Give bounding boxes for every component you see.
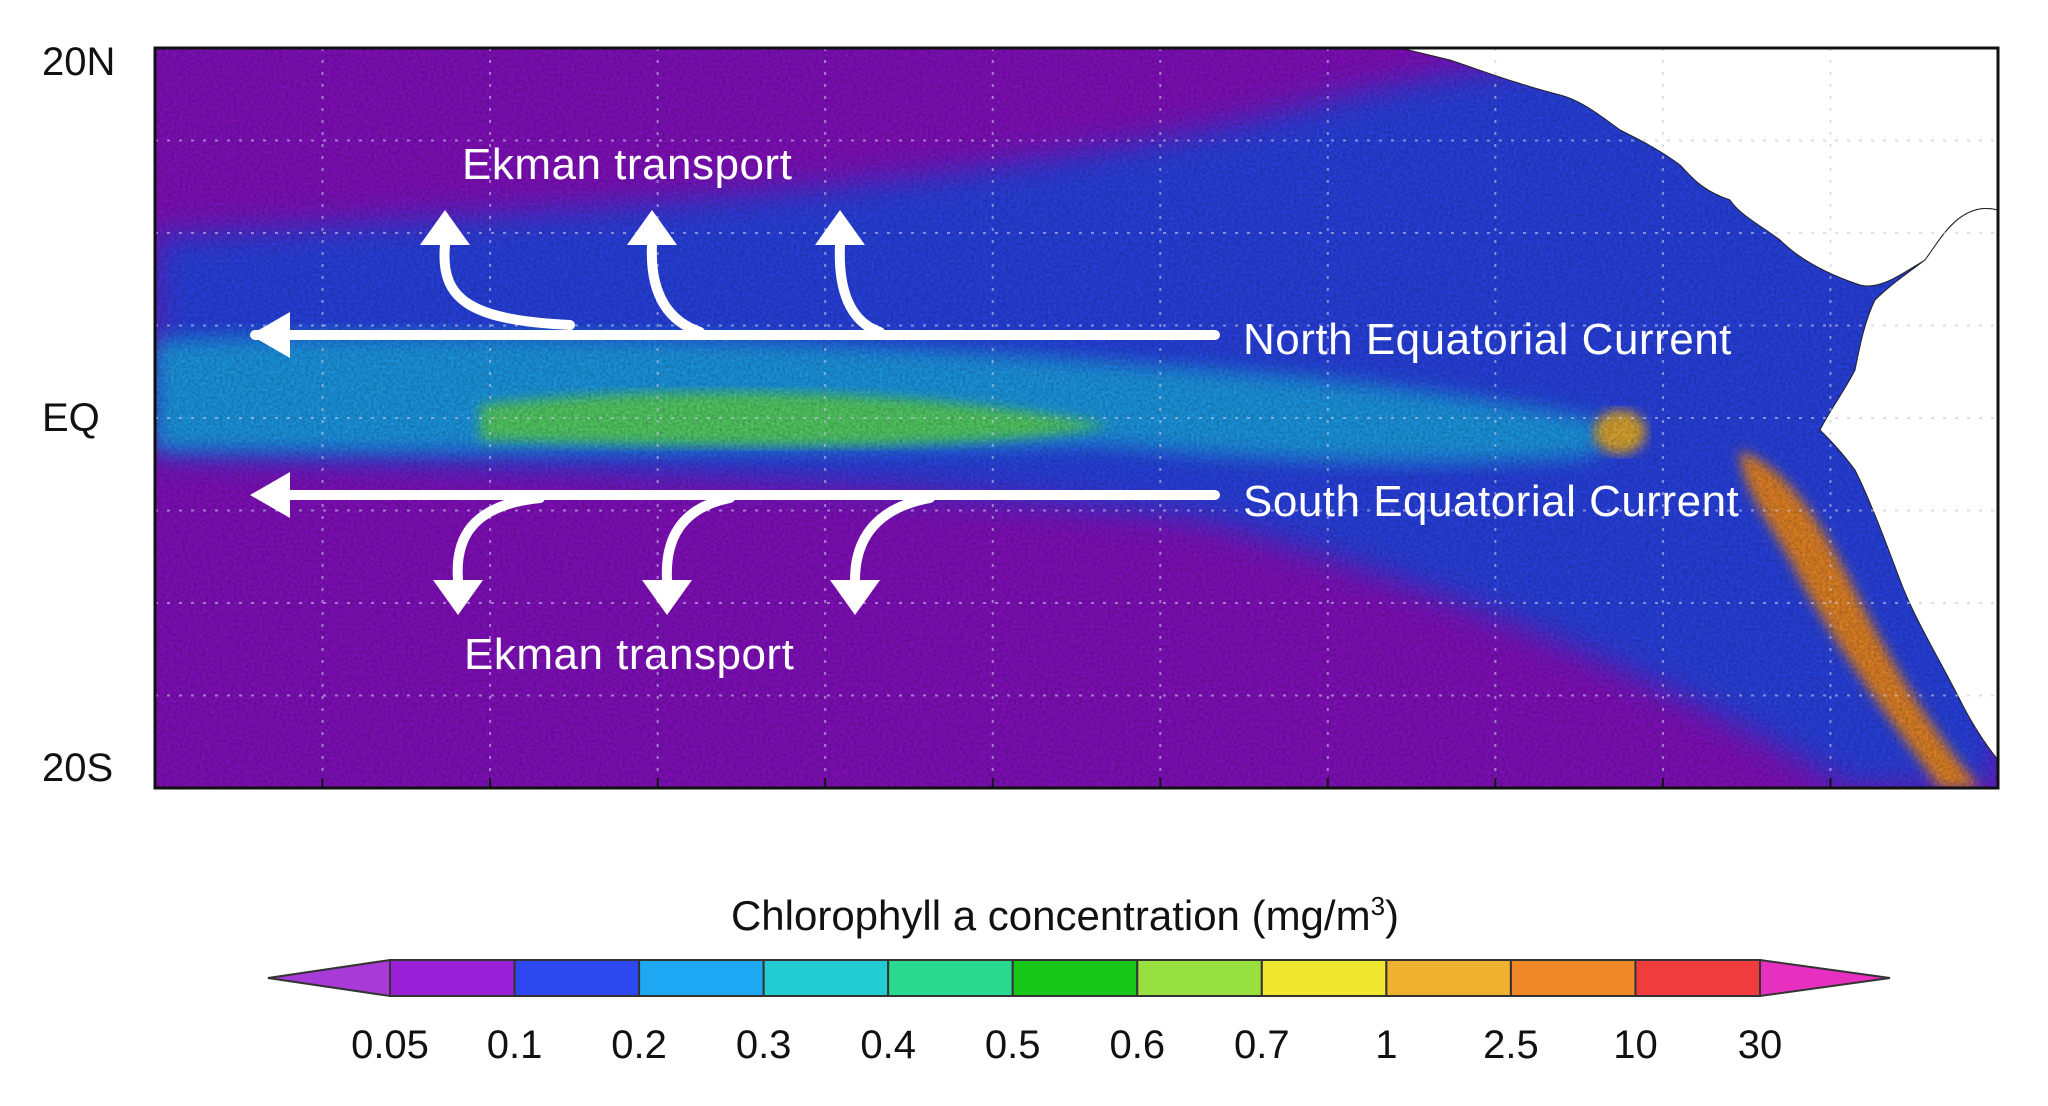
ekman-south-arrow-1 (452, 493, 545, 585)
ekman-south-arrow-2 (661, 493, 735, 585)
colorbar-tick-label: 2.5 (1483, 1023, 1539, 1067)
ekman-transport-north-label: Ekman transport (462, 140, 793, 189)
south-current-arrowhead (250, 472, 290, 518)
colorbar-bin (1011, 959, 1139, 997)
ekman-north-arrowhead-2 (627, 210, 677, 245)
lat-label-equator: EQ (42, 396, 100, 440)
colorbar-bin (389, 959, 516, 997)
colorbar-tick-label: 0.6 (1109, 1023, 1166, 1067)
current-arrows (250, 210, 1220, 615)
colorbar-high-extension (1759, 958, 1891, 998)
ekman-north-arrowhead-3 (815, 210, 865, 245)
map-frame (153, 46, 2000, 790)
ekman-north-arrowhead-1 (420, 210, 470, 245)
colorbar-tick-label: 10 (1613, 1023, 1658, 1067)
ekman-south-arrowhead-3 (830, 580, 880, 615)
south-equatorial-current-label: South Equatorial Current (1243, 477, 1740, 526)
colorbar-bin (513, 959, 641, 997)
colorbar-bin (1634, 959, 1762, 997)
colorbar-tick-label: 0.1 (486, 1023, 543, 1067)
colorbar-tick-label: 1 (1375, 1023, 1398, 1067)
colorbar-bin (1509, 959, 1637, 997)
lat-label-20s: 20S (42, 746, 114, 790)
ekman-transport-south-label: Ekman transport (464, 630, 795, 679)
colorbar-title: Chlorophyll a concentration (mg/m3) (0, 893, 2048, 937)
lat-label-20n: 20N (42, 40, 116, 84)
colorbar-tick-label: 0.2 (611, 1023, 667, 1067)
colorbar-tick-label: 0.4 (860, 1023, 916, 1067)
colorbar-tick-label: 0.7 (1234, 1023, 1290, 1067)
frame-ticks (321, 778, 1832, 788)
colorbar-tick-label: 0.3 (735, 1023, 792, 1067)
colorbar-bin (762, 959, 890, 997)
colorbar-bin (1385, 959, 1512, 997)
colorbar-bin (1260, 959, 1388, 997)
colorbar-tick-label: 30 (1737, 1023, 1783, 1067)
ekman-north-arrow-2 (646, 240, 705, 337)
colorbar-tick-label: 0.5 (984, 1023, 1041, 1067)
colorbar-bin (1136, 959, 1263, 997)
colorbar (267, 958, 1891, 998)
land-south-america (1819, 207, 1998, 761)
colorbar-low-extension (267, 958, 391, 998)
colorbar-title-text: Chlorophyll a concentration (mg/m (730, 892, 1371, 939)
ekman-north-arrow-1 (439, 240, 575, 330)
colorbar-tick-label: 0.05 (351, 1023, 429, 1067)
ekman-south-arrowhead-2 (642, 580, 692, 615)
colorbar-title-suffix: ) (1385, 892, 1400, 939)
north-equatorial-current-label: North Equatorial Current (1243, 315, 1732, 364)
chlorophyll-field (155, 48, 1998, 788)
colorbar-bin (887, 959, 1014, 997)
ekman-south-arrowhead-1 (433, 580, 483, 615)
ekman-south-arrow-3 (850, 493, 935, 585)
colorbar-bin (638, 959, 765, 997)
ekman-north-arrow-3 (834, 240, 885, 337)
colorbar-title-superscript: 3 (1370, 891, 1386, 921)
north-current-arrowhead (250, 312, 290, 358)
